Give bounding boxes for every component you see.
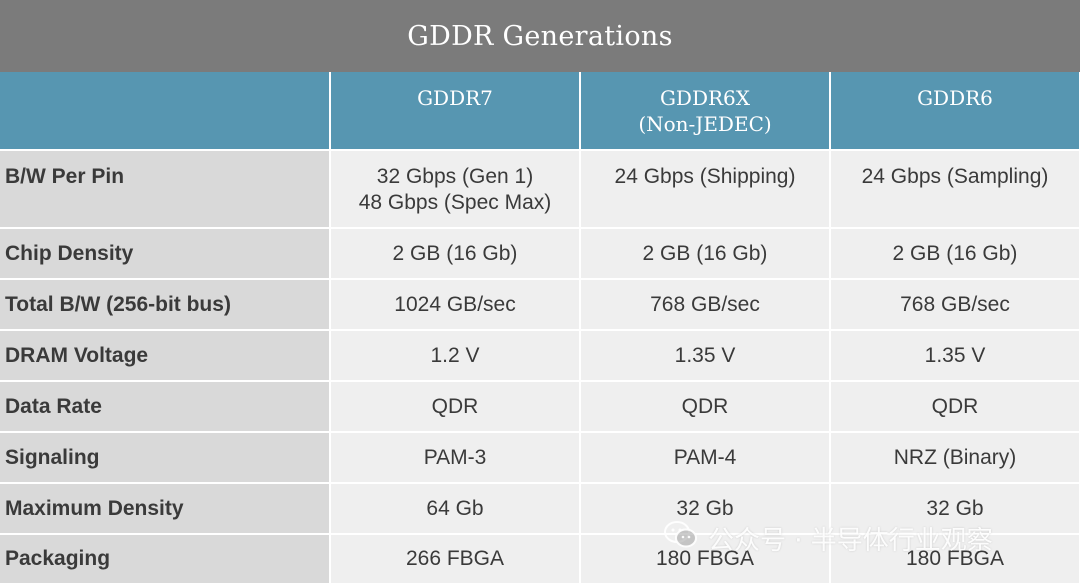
table-title: GDDR Generations — [0, 0, 1080, 72]
row-label: Signaling — [0, 432, 331, 484]
table-row: Total B/W (256-bit bus) 1024 GB/sec 768 GB… — [0, 279, 1080, 331]
column-header-gddr7: GDDR7 — [330, 72, 581, 151]
header-corner — [0, 72, 331, 151]
table-cell: PAM-3 — [330, 432, 581, 484]
table-cell: 266 FBGA — [330, 534, 581, 585]
row-label: Total B/W (256-bit bus) — [0, 279, 331, 331]
table-cell: 1.35 V — [580, 330, 831, 382]
table-cell: 32 Gbps (Gen 1) 48 Gbps (Spec Max) — [330, 150, 581, 229]
table-cell: QDR — [580, 381, 831, 433]
table-cell: NRZ (Binary) — [830, 432, 1080, 484]
row-label: Data Rate — [0, 381, 331, 433]
row-label: Packaging — [0, 534, 331, 585]
table-cell: 32 Gb — [580, 483, 831, 535]
row-label: DRAM Voltage — [0, 330, 331, 382]
column-header-gddr6x: GDDR6X (Non-JEDEC) — [580, 72, 831, 151]
table-cell: QDR — [830, 381, 1080, 433]
table-row: Maximum Density 64 Gb 32 Gb 32 Gb — [0, 483, 1080, 535]
table-row: Data Rate QDR QDR QDR — [0, 381, 1080, 433]
table-cell: 768 GB/sec — [580, 279, 831, 331]
table-row: Packaging 266 FBGA 180 FBGA 180 FBGA — [0, 534, 1080, 585]
table-cell: QDR — [330, 381, 581, 433]
table-row: DRAM Voltage 1.2 V 1.35 V 1.35 V — [0, 330, 1080, 382]
table-cell: 768 GB/sec — [830, 279, 1080, 331]
table-cell: 64 Gb — [330, 483, 581, 535]
table-cell: 180 FBGA — [580, 534, 831, 585]
row-label: Chip Density — [0, 228, 331, 280]
table-row: Signaling PAM-3 PAM-4 NRZ (Binary) — [0, 432, 1080, 484]
table-cell: 2 GB (16 Gb) — [830, 228, 1080, 280]
table-row: Chip Density 2 GB (16 Gb) 2 GB (16 Gb) 2 GB… — [0, 228, 1080, 280]
row-label: B/W Per Pin — [0, 150, 331, 229]
table-cell: 32 Gb — [830, 483, 1080, 535]
table-cell: 1.35 V — [830, 330, 1080, 382]
table-cell: 1.2 V — [330, 330, 581, 382]
table-row: B/W Per Pin 32 Gbps (Gen 1) 48 Gbps (Spec… — [0, 150, 1080, 229]
table-cell: 180 FBGA — [830, 534, 1080, 585]
table-cell: 2 GB (16 Gb) — [580, 228, 831, 280]
row-label: Maximum Density — [0, 483, 331, 535]
table-cell: PAM-4 — [580, 432, 831, 484]
gddr-comparison-table: GDDR7 GDDR6X (Non-JEDEC) GDDR6 B/W Per P… — [0, 72, 1080, 585]
column-header-gddr6: GDDR6 — [830, 72, 1080, 151]
table-cell: 2 GB (16 Gb) — [330, 228, 581, 280]
header-row: GDDR7 GDDR6X (Non-JEDEC) GDDR6 — [0, 72, 1080, 151]
table-cell: 24 Gbps (Sampling) — [830, 150, 1080, 229]
table-cell: 24 Gbps (Shipping) — [580, 150, 831, 229]
table-cell: 1024 GB/sec — [330, 279, 581, 331]
